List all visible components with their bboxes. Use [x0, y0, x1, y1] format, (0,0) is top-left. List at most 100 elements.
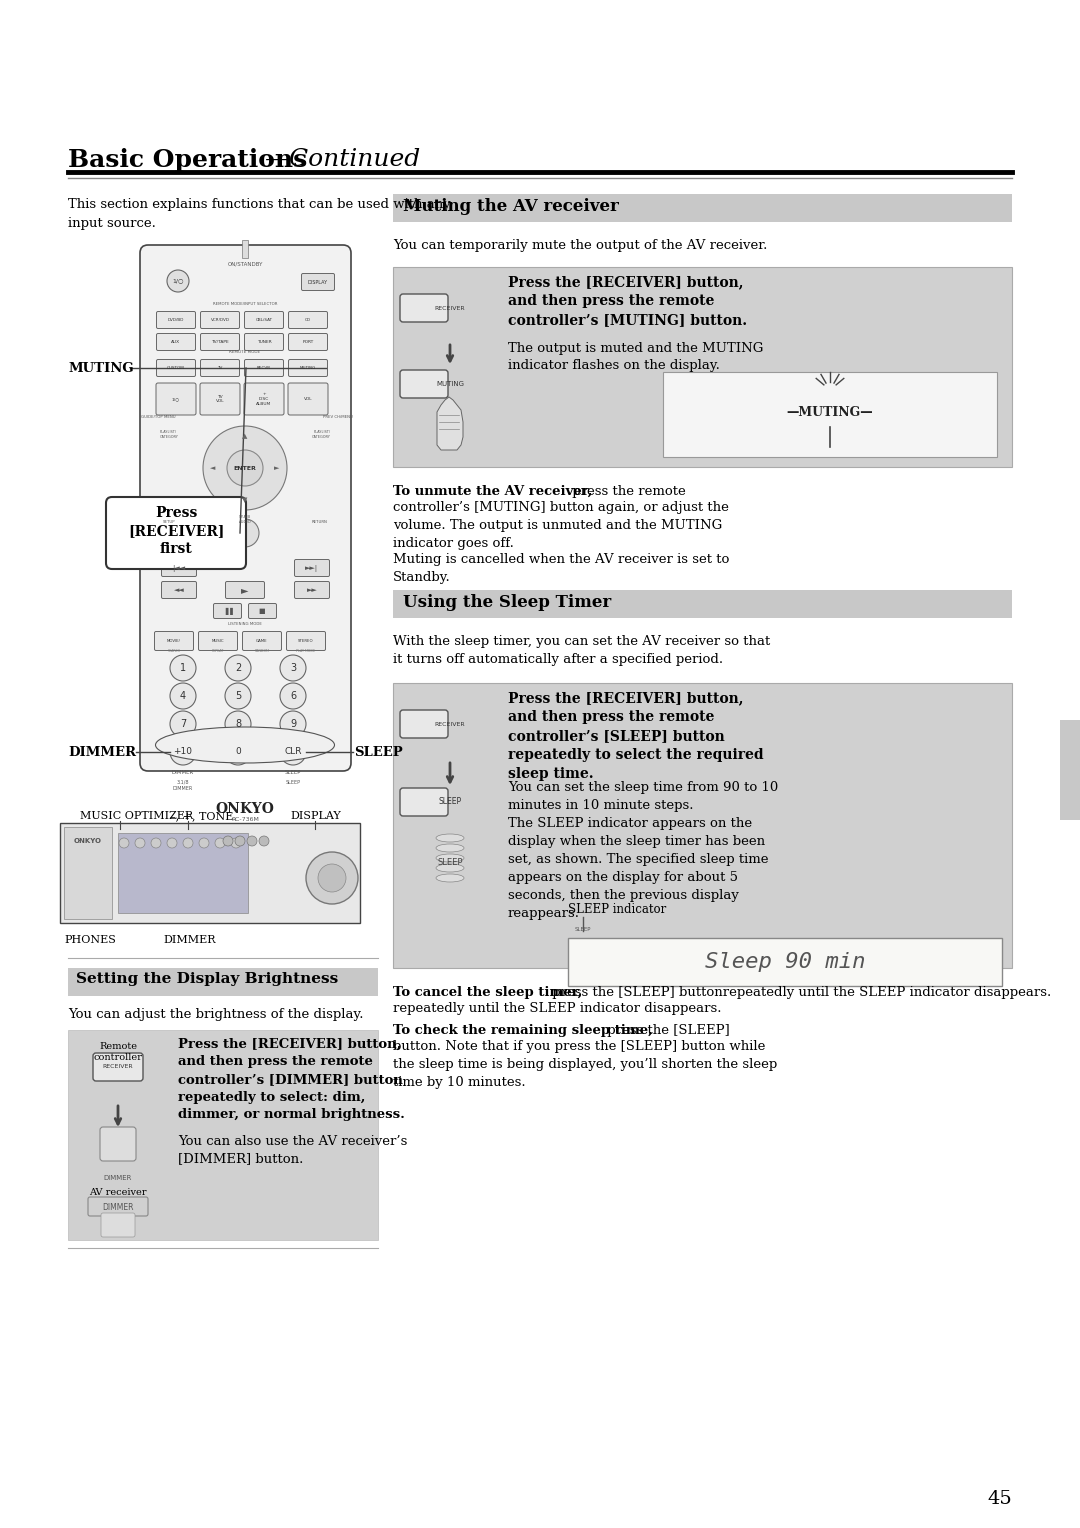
Text: SLEEP: SLEEP [354, 746, 403, 758]
Text: 4: 4 [180, 691, 186, 701]
Text: SP.A/B: SP.A/B [239, 515, 251, 520]
Text: Press the [RECEIVER] button,
and then press the remote
controller’s [MUTING] but: Press the [RECEIVER] button, and then pr… [508, 275, 747, 327]
FancyBboxPatch shape [400, 370, 448, 397]
Text: SLEEP: SLEEP [285, 770, 301, 775]
FancyBboxPatch shape [288, 359, 327, 376]
Text: ENTER: ENTER [233, 466, 256, 471]
FancyBboxPatch shape [154, 631, 193, 651]
Text: 6: 6 [289, 691, 296, 701]
Text: DVD/BD: DVD/BD [167, 318, 185, 322]
Text: VCR/DVD: VCR/DVD [211, 318, 229, 322]
Bar [393, 683, 1012, 969]
Text: ►: ► [274, 465, 280, 471]
Text: ◄: ◄ [211, 465, 216, 471]
FancyBboxPatch shape [243, 631, 282, 651]
Circle shape [215, 837, 225, 848]
Text: GAME: GAME [256, 639, 268, 643]
Text: You can set the sleep time from 90 to 10
minutes in 10 minute steps.
The SLEEP i: You can set the sleep time from 90 to 10… [508, 781, 779, 920]
Bar [64, 827, 112, 918]
Text: RETURN: RETURN [312, 520, 328, 524]
FancyBboxPatch shape [200, 384, 240, 416]
Text: +
DISC
ALBUM: + DISC ALBUM [256, 393, 272, 405]
FancyBboxPatch shape [162, 559, 197, 576]
Text: 8: 8 [235, 720, 241, 729]
Text: RECVR: RECVR [257, 367, 271, 370]
Circle shape [183, 837, 193, 848]
Text: MUTING: MUTING [300, 367, 316, 370]
Text: LISTENING MODE: LISTENING MODE [228, 622, 262, 626]
Text: TV
VOL: TV VOL [216, 394, 225, 403]
FancyBboxPatch shape [157, 359, 195, 376]
FancyBboxPatch shape [214, 604, 242, 619]
Text: button. Note that if you press the [SLEEP] button while
the sleep time is being : button. Note that if you press the [SLEE… [393, 1041, 778, 1089]
Circle shape [151, 837, 161, 848]
Text: To check the remaining sleep time,: To check the remaining sleep time, [393, 1024, 652, 1038]
Text: MUSIC: MUSIC [212, 639, 225, 643]
Text: –, +, TONE: –, +, TONE [170, 811, 233, 821]
Text: CLR: CLR [284, 747, 301, 756]
FancyBboxPatch shape [60, 824, 360, 923]
Text: press the remote: press the remote [568, 484, 686, 498]
FancyBboxPatch shape [100, 1128, 136, 1161]
Text: VOL: VOL [303, 397, 312, 400]
Ellipse shape [156, 727, 335, 762]
Text: AUDIO: AUDIO [239, 520, 252, 524]
FancyBboxPatch shape [288, 333, 327, 350]
Text: MUTING: MUTING [68, 362, 134, 374]
Text: CUSTOM: CUSTOM [167, 367, 185, 370]
FancyBboxPatch shape [102, 1213, 135, 1238]
Text: DISPLAY: DISPLAY [291, 811, 341, 821]
Bar [663, 371, 997, 457]
Text: —Continued: —Continued [264, 148, 420, 171]
Text: SLEEP indicator: SLEEP indicator [568, 903, 666, 915]
FancyBboxPatch shape [157, 333, 195, 350]
Text: DIMMER: DIMMER [104, 1175, 132, 1181]
Circle shape [225, 711, 251, 736]
Circle shape [247, 836, 257, 847]
Polygon shape [437, 397, 463, 451]
Circle shape [235, 836, 245, 847]
Bar [568, 938, 1002, 986]
Text: DIMMER: DIMMER [172, 770, 194, 775]
Text: 1/○: 1/○ [172, 278, 184, 284]
Text: The output is muted and the MUTING
indicator flashes on the display.: The output is muted and the MUTING indic… [508, 342, 764, 373]
Text: DIMMER: DIMMER [103, 1203, 134, 1212]
Ellipse shape [436, 854, 464, 862]
Text: Muting is cancelled when the AV receiver is set to
Standby.: Muting is cancelled when the AV receiver… [393, 553, 729, 584]
Text: —MUTING—: —MUTING— [786, 405, 874, 419]
Text: PLAYLIST/
CATEGORY: PLAYLIST/ CATEGORY [312, 431, 330, 439]
Text: TV: TV [217, 367, 222, 370]
Text: TUNER: TUNER [257, 341, 271, 344]
Text: Remote
controller: Remote controller [94, 1042, 143, 1062]
Text: To unmute the AV receiver,: To unmute the AV receiver, [393, 484, 592, 498]
Circle shape [225, 656, 251, 681]
Circle shape [167, 270, 189, 292]
Text: Muting the AV receiver: Muting the AV receiver [403, 199, 619, 215]
Text: 2: 2 [234, 663, 241, 672]
Bar [68, 1030, 378, 1241]
Text: ►: ► [241, 585, 248, 594]
FancyBboxPatch shape [244, 384, 284, 416]
Text: RANDOM: RANDOM [255, 649, 269, 652]
Text: Setting the Display Brightness: Setting the Display Brightness [76, 972, 338, 986]
Text: MOVIE/: MOVIE/ [167, 639, 181, 643]
FancyBboxPatch shape [288, 384, 328, 416]
Text: press the [SLEEP] buttonrepeatedly until the SLEEP indicator disappears.: press the [SLEEP] buttonrepeatedly until… [548, 986, 1051, 999]
Text: REMOTE MODE/INPUT SELECTOR: REMOTE MODE/INPUT SELECTOR [213, 303, 278, 306]
Text: 45: 45 [987, 1490, 1012, 1508]
Circle shape [119, 837, 129, 848]
Text: CBL/SAT: CBL/SAT [256, 318, 272, 322]
Text: RECEIVER: RECEIVER [434, 306, 465, 310]
FancyBboxPatch shape [157, 312, 195, 329]
Text: controller’s [MUTING] button again, or adjust the
volume. The output is unmuted : controller’s [MUTING] button again, or a… [393, 501, 729, 550]
FancyBboxPatch shape [106, 497, 246, 568]
Circle shape [135, 837, 145, 848]
Text: 3.1/8
DIMMER: 3.1/8 DIMMER [173, 779, 193, 792]
Circle shape [167, 837, 177, 848]
FancyBboxPatch shape [156, 384, 195, 416]
Text: +10: +10 [174, 747, 192, 756]
Circle shape [280, 740, 306, 766]
Circle shape [227, 451, 264, 486]
Circle shape [318, 863, 346, 892]
Text: PORT: PORT [302, 341, 313, 344]
